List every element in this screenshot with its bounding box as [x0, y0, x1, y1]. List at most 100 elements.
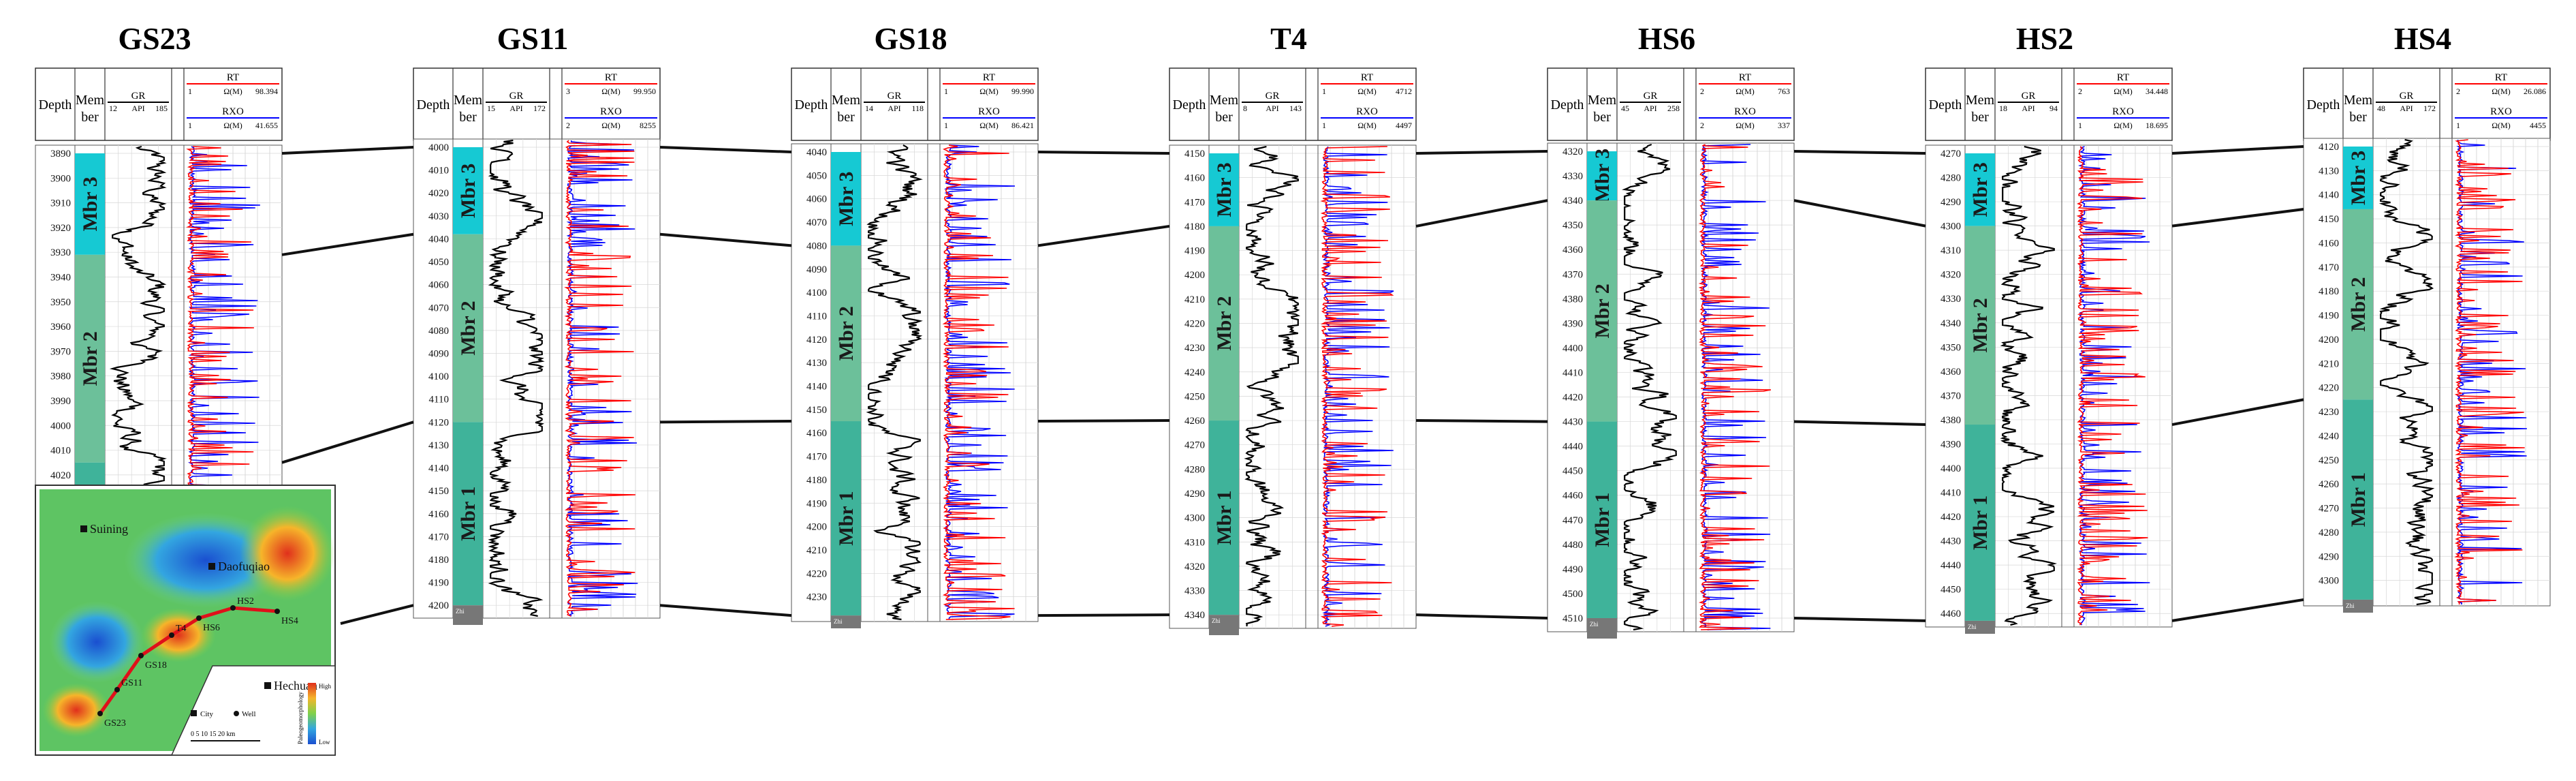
depth-tick: 4150 [2319, 214, 2339, 225]
member-1-zone [831, 421, 861, 616]
header-ber: ber [1971, 110, 1989, 125]
header-mem: Mem [1588, 93, 1617, 108]
depth-tick: 4430 [1562, 417, 1583, 428]
header-rt: RT [1361, 72, 1373, 83]
header-rxo: RXO [978, 106, 1000, 117]
depth-tick: 4190 [428, 578, 449, 589]
depth-tick: 4400 [1562, 343, 1583, 354]
correlation-line [659, 232, 792, 247]
depth-tick: 4270 [1941, 149, 1961, 159]
depth-tick: 4020 [428, 188, 449, 199]
correlation-line [1415, 150, 1548, 155]
depth-tick: 4330 [1562, 171, 1583, 182]
well-marker [274, 609, 280, 614]
depth-tick: 4380 [1941, 415, 1961, 426]
low-zone [49, 601, 144, 683]
depth-tick: 3910 [50, 198, 71, 209]
correlation-line [281, 420, 414, 464]
header-rt: RT [227, 72, 239, 83]
rt-max: 763 [1778, 87, 1790, 96]
member-3-label: Mbr 3 [1591, 149, 1614, 203]
member-1-zone [75, 462, 105, 489]
depth-tick: 4250 [2319, 455, 2339, 466]
gr-max: 172 [2423, 104, 2436, 113]
rxo-max: 86.421 [1011, 121, 1034, 130]
depth-tick: 4120 [2319, 142, 2339, 153]
depth-tick: 4210 [2319, 358, 2339, 369]
depth-tick: 4170 [2319, 262, 2339, 273]
gr-curve [2378, 138, 2435, 606]
well-name: HS6 [1638, 21, 1695, 56]
gr-max: 258 [1667, 104, 1680, 113]
gr-min: 18 [1999, 104, 2007, 113]
depth-tick: 4030 [428, 211, 449, 222]
rxo-unit: Ω(M) [979, 121, 999, 130]
base-formation [453, 605, 483, 625]
depth-tick: 4190 [2319, 311, 2339, 322]
member-2-zone [2343, 209, 2373, 400]
depth-tick: 3890 [50, 149, 71, 159]
header-mem: Mem [832, 93, 861, 108]
correlation-line [1037, 151, 1170, 155]
depth-tick: 4240 [2319, 431, 2339, 442]
correlation-line [281, 232, 414, 256]
member-1-zone [2343, 399, 2373, 600]
rxo-unit: Ω(M) [223, 121, 242, 130]
city-label: Daofuqiao [218, 560, 270, 573]
depth-tick: 4380 [1562, 294, 1583, 305]
well-panel-hs4: HS4 Depth Mem ber GR 48 API 172 RT 2 Ω(M) 26.086 RXO… [2303, 21, 2551, 613]
base-formation [2343, 599, 2373, 613]
depth-tick: 4200 [1184, 270, 1205, 281]
member-2-label: Mbr 2 [835, 306, 858, 361]
depth-tick: 4220 [1184, 318, 1205, 329]
header-gr: GR [1266, 91, 1280, 102]
gr-unit: API [131, 104, 144, 113]
well-panel-t4: T4 Depth Mem ber GR 8 API 143 RT 1 Ω(M) 4712 RXO 1 Ω(M… [1169, 21, 1417, 635]
member-2-zone [1965, 226, 1995, 425]
member-1-zone [1965, 425, 1995, 621]
depth-tick: 3970 [50, 346, 71, 357]
depth-tick: 4130 [806, 358, 827, 369]
header-ber: ber [1593, 110, 1611, 125]
rt-unit: Ω(M) [1357, 87, 1377, 96]
depth-tick: 4390 [1941, 439, 1961, 450]
scale-text: 0 5 10 15 20 km [191, 731, 236, 738]
rt-min: 1 [944, 87, 948, 96]
member-3-zone [1965, 153, 1995, 226]
well-marker [138, 653, 144, 658]
depth-tick: 4250 [1184, 391, 1205, 402]
depth-tick: 4420 [1562, 393, 1583, 403]
header-rxo: RXO [222, 106, 244, 117]
header-gr: GR [2022, 91, 2036, 102]
member-2-label: Mbr 2 [79, 331, 101, 386]
rt-min: 1 [188, 87, 192, 96]
depth-tick: 3980 [50, 371, 71, 382]
gr-min: 45 [1621, 104, 1629, 113]
rt-unit: Ω(M) [601, 87, 621, 96]
depth-tick: 4020 [50, 470, 71, 481]
depth-tick: 4080 [428, 326, 449, 337]
member-2-label: Mbr 2 [1213, 296, 1236, 350]
depth-tick: 4480 [1562, 540, 1583, 551]
member-3-zone [1587, 151, 1617, 201]
member-2-zone [453, 234, 483, 423]
depth-tick: 4370 [1941, 390, 1961, 401]
depth-tick: 4100 [806, 288, 827, 298]
depth-tick: 4330 [1184, 586, 1205, 597]
gr-min: 15 [487, 104, 495, 113]
depth-tick: 4140 [2319, 190, 2339, 201]
correlation-lines [281, 145, 2304, 625]
high-zone [42, 683, 110, 737]
depth-tick: 4350 [1941, 342, 1961, 353]
member-3-label: Mbr 3 [1969, 162, 1992, 217]
well-marker [169, 632, 174, 638]
correlation-line [1415, 419, 1548, 423]
rt-max: 98.394 [255, 87, 278, 96]
depth-tick: 4280 [2319, 527, 2339, 538]
depth-tick: 4040 [428, 234, 449, 245]
base-label: Zhi [834, 618, 843, 625]
depth-tick: 4050 [806, 170, 827, 181]
gr-unit: API [1266, 104, 1278, 113]
depth-tick: 3930 [50, 247, 71, 258]
rt-max: 99.990 [1011, 87, 1034, 96]
